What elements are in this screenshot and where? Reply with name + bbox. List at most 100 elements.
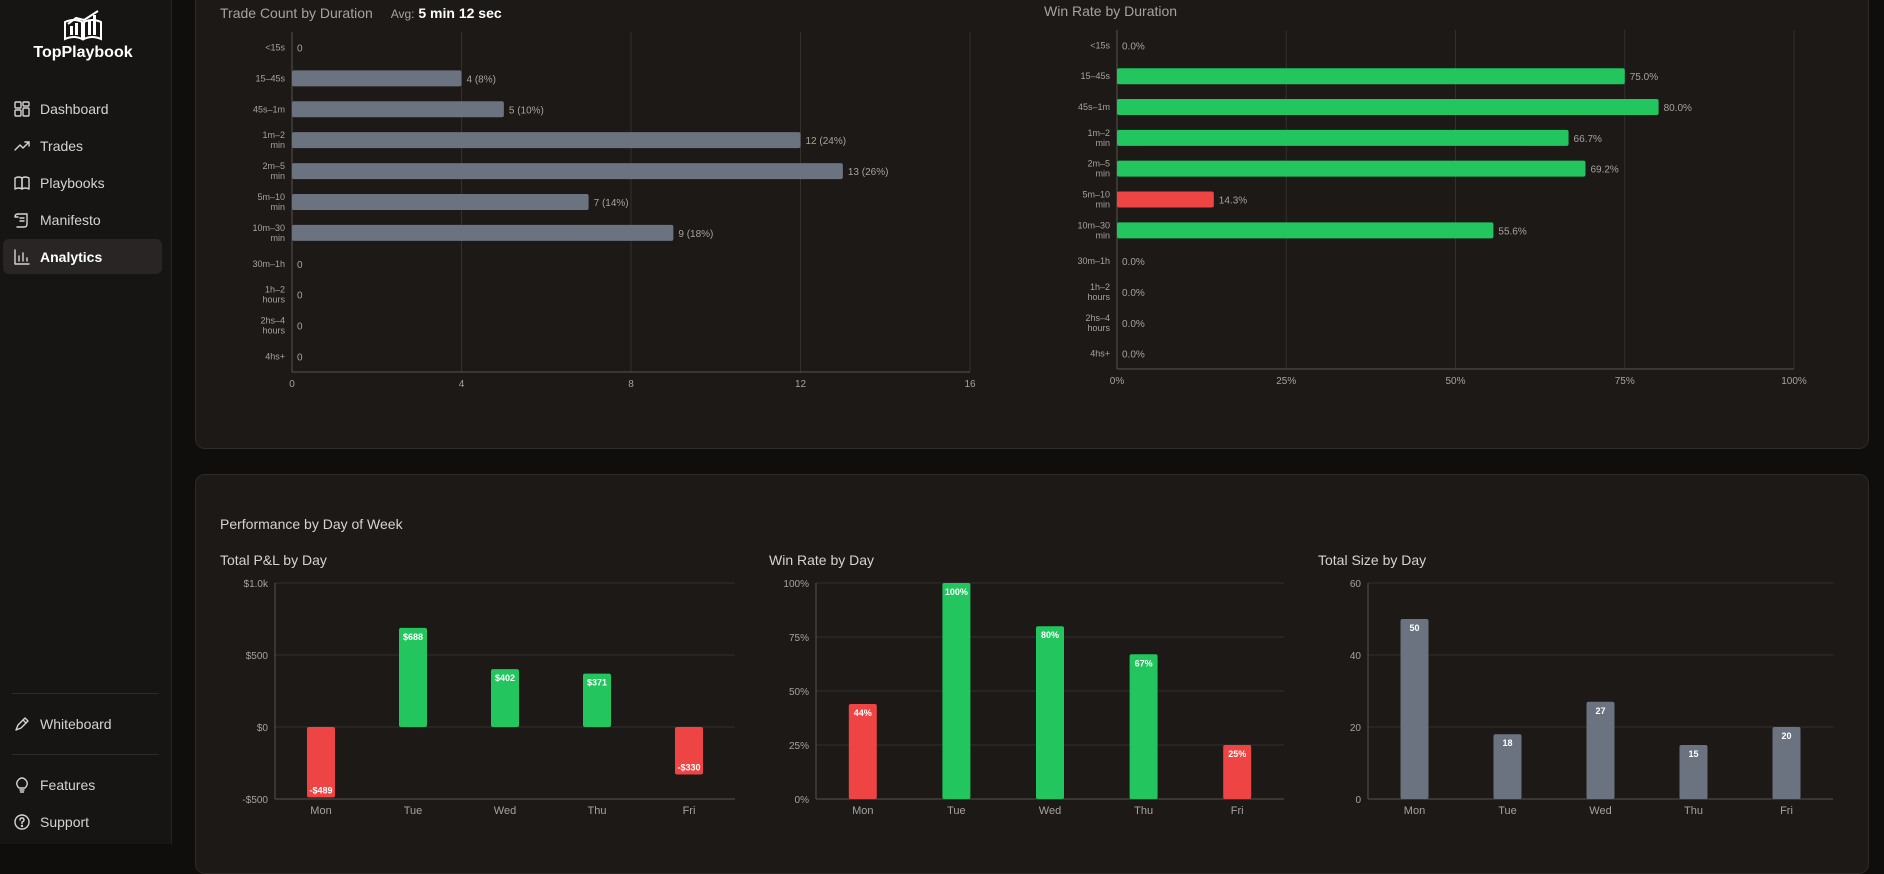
y-tick-label: 4hs+ <box>265 352 285 362</box>
bar <box>1117 222 1494 239</box>
sidebar-divider <box>12 754 159 755</box>
app-name: TopPlaybook <box>33 44 133 61</box>
y-tick-label: 60 <box>1350 579 1362 590</box>
scroll-icon <box>14 212 30 228</box>
data-label: 25% <box>1228 749 1246 759</box>
y-tick-label: 20 <box>1350 723 1362 734</box>
data-label: 9 (18%) <box>678 229 713 240</box>
pnl-by-day-chart: $1.0k $500 $0 -$500 Mon -$489 Tue $688 Wed $402 Th… <box>242 579 735 817</box>
book-icon <box>14 175 30 191</box>
y-tick-label: 10m–30 <box>252 223 285 233</box>
y-tick-label: 100% <box>783 579 809 590</box>
data-label: 5 (10%) <box>509 105 544 116</box>
data-label: 4 (8%) <box>467 74 496 85</box>
bar <box>1117 160 1586 177</box>
x-tick-label: 0 <box>289 379 295 390</box>
sidebar-item-features[interactable]: Features <box>3 767 162 802</box>
data-label: 66.7% <box>1574 134 1602 145</box>
bar <box>292 163 843 180</box>
performance-section-title: Performance by Day of Week <box>220 516 403 532</box>
logo[interactable]: TopPlaybook <box>0 10 166 62</box>
y-tick-label: min <box>270 202 285 212</box>
bar <box>1400 619 1429 799</box>
data-label: $688 <box>403 632 423 642</box>
sidebar-divider <box>12 693 159 694</box>
y-tick-label: <15s <box>265 42 285 52</box>
sidebar-item-manifesto[interactable]: Manifesto <box>3 202 162 237</box>
x-tick-label: Fri <box>1231 805 1244 817</box>
size-by-day-chart: 60 40 20 0 Mon 50 Tue 18 Wed 27 Thu 15 Fri 20 <box>1350 579 1833 817</box>
data-label: 0 <box>297 353 303 364</box>
main-nav: Dashboard Trades Playbooks Manifesto Analyti… <box>3 91 162 276</box>
bar <box>1036 626 1064 799</box>
sidebar-item-label: Features <box>40 776 96 793</box>
data-label: 0.0% <box>1122 319 1145 330</box>
bar <box>491 669 519 727</box>
y-tick-label: min <box>270 140 285 150</box>
sidebar-item-whiteboard[interactable]: Whiteboard <box>3 706 162 741</box>
data-label: 20 <box>1781 731 1791 741</box>
sidebar-item-label: Whiteboard <box>40 715 112 732</box>
size-by-day-title: Total Size by Day <box>1318 552 1427 568</box>
y-tick-label: 5m–10 <box>1082 190 1110 200</box>
trade-count-title: Trade Count by Duration <box>220 5 373 21</box>
data-label: -$489 <box>309 785 332 795</box>
y-tick-label: 75% <box>789 633 809 644</box>
data-label: 69.2% <box>1590 165 1618 176</box>
data-label: 18 <box>1502 738 1512 748</box>
y-tick-label: min <box>270 171 285 181</box>
x-tick-label: Tue <box>404 805 423 817</box>
sidebar-item-support[interactable]: Support <box>3 804 162 839</box>
x-tick-label: Tue <box>947 805 966 817</box>
bar <box>399 627 427 727</box>
win-rate-by-duration-chart: 0% 25% 50% 75% 100% <15s 0.0% 15–45s 75.0% 45s–1m… <box>1077 30 1807 387</box>
data-label: 12 (24%) <box>806 136 847 147</box>
bar <box>1679 745 1708 799</box>
sidebar-item-playbooks[interactable]: Playbooks <box>3 165 162 200</box>
sidebar-item-label: Dashboard <box>40 100 109 117</box>
data-label: 14.3% <box>1219 196 1247 207</box>
x-tick-label: 25% <box>1276 376 1296 387</box>
y-tick-label: 15–45s <box>255 73 285 83</box>
bar <box>292 194 589 210</box>
bar <box>848 703 877 799</box>
y-tick-label: $1.0k <box>244 579 269 590</box>
data-label: $402 <box>495 673 515 683</box>
x-tick-label: Wed <box>494 805 516 817</box>
logo-book-chart-icon <box>64 10 102 41</box>
win-rate-by-day-title: Win Rate by Day <box>769 552 875 568</box>
y-tick-label: hours <box>1087 292 1110 302</box>
y-tick-label: $500 <box>246 651 269 662</box>
bar <box>292 70 462 87</box>
data-label: 67% <box>1135 658 1153 668</box>
bar <box>307 727 335 798</box>
y-tick-label: 1h–2 <box>265 285 285 295</box>
y-tick-label: 5m–10 <box>257 192 285 202</box>
bar <box>292 224 674 241</box>
y-tick-label: min <box>1095 230 1110 240</box>
y-tick-label: 10m–30 <box>1077 220 1110 230</box>
win-rate-by-day-chart: 100% 75% 50% 25% 0% Mon 44% Tue 100% Wed 80% Thu 67%… <box>783 579 1284 817</box>
support-nav: Features Support <box>3 767 162 841</box>
y-tick-label: <15s <box>1090 40 1110 50</box>
sidebar-item-analytics[interactable]: Analytics <box>3 239 162 274</box>
y-tick-label: 0 <box>1355 795 1361 806</box>
data-label: 27 <box>1595 706 1605 716</box>
sidebar-item-label: Manifesto <box>40 211 101 228</box>
x-tick-label: Mon <box>310 805 331 817</box>
sidebar-item-dashboard[interactable]: Dashboard <box>3 91 162 126</box>
bar <box>1117 99 1659 116</box>
bar <box>1117 129 1569 146</box>
data-label: 0 <box>297 291 303 302</box>
lightbulb-icon <box>14 776 30 793</box>
y-tick-label: 2m–5 <box>262 161 285 171</box>
sidebar-item-trades[interactable]: Trades <box>3 128 162 163</box>
x-tick-label: Mon <box>852 805 873 817</box>
y-tick-label: 0% <box>795 795 810 806</box>
bar <box>292 101 504 118</box>
x-tick-label: Thu <box>588 805 607 817</box>
data-label: 13 (26%) <box>848 167 889 178</box>
x-tick-label: 4 <box>459 379 465 390</box>
x-tick-label: 16 <box>964 379 976 390</box>
y-tick-label: 40 <box>1350 651 1362 662</box>
